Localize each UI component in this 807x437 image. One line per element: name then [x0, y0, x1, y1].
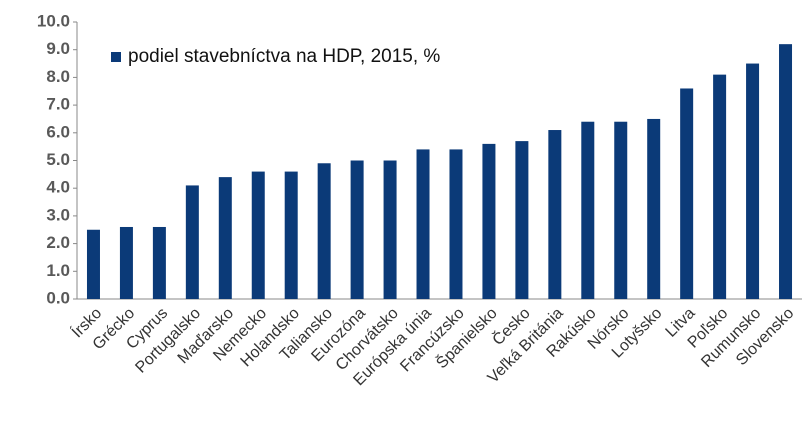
- y-tick-label: 10.0: [37, 11, 70, 30]
- bar: [152, 226, 166, 299]
- bar: [185, 185, 199, 299]
- y-tick-label: 7.0: [46, 95, 70, 114]
- y-tick-label: 2.0: [46, 233, 70, 252]
- legend-label: podiel stavebníctva na HDP, 2015, %: [128, 46, 440, 67]
- y-tick-label: 8.0: [46, 67, 70, 86]
- y-tick-label: 0.0: [46, 288, 70, 307]
- bar: [449, 149, 463, 299]
- bar: [416, 149, 430, 299]
- bar: [680, 88, 694, 299]
- bar: [350, 160, 364, 299]
- y-tick-label: 5.0: [46, 150, 70, 169]
- bar: [548, 130, 562, 299]
- bar: [317, 163, 331, 299]
- bar: [515, 141, 529, 299]
- bar: [647, 118, 661, 299]
- bar: [746, 63, 760, 299]
- bar: [383, 160, 397, 299]
- bar: [119, 226, 133, 299]
- bar: [86, 229, 100, 299]
- bar: [218, 177, 232, 299]
- bar: [251, 171, 265, 299]
- bar: [284, 171, 298, 299]
- y-tick-label: 4.0: [46, 178, 70, 197]
- bar: [713, 74, 727, 299]
- bar: [482, 143, 496, 299]
- y-tick-label: 6.0: [46, 122, 70, 141]
- y-tick-label: 3.0: [46, 205, 70, 224]
- bar: [581, 121, 595, 299]
- y-tick-label: 9.0: [46, 39, 70, 58]
- y-tick-label: 1.0: [46, 261, 70, 280]
- bar: [779, 44, 793, 299]
- bar: [614, 121, 628, 299]
- legend-swatch: [111, 52, 121, 62]
